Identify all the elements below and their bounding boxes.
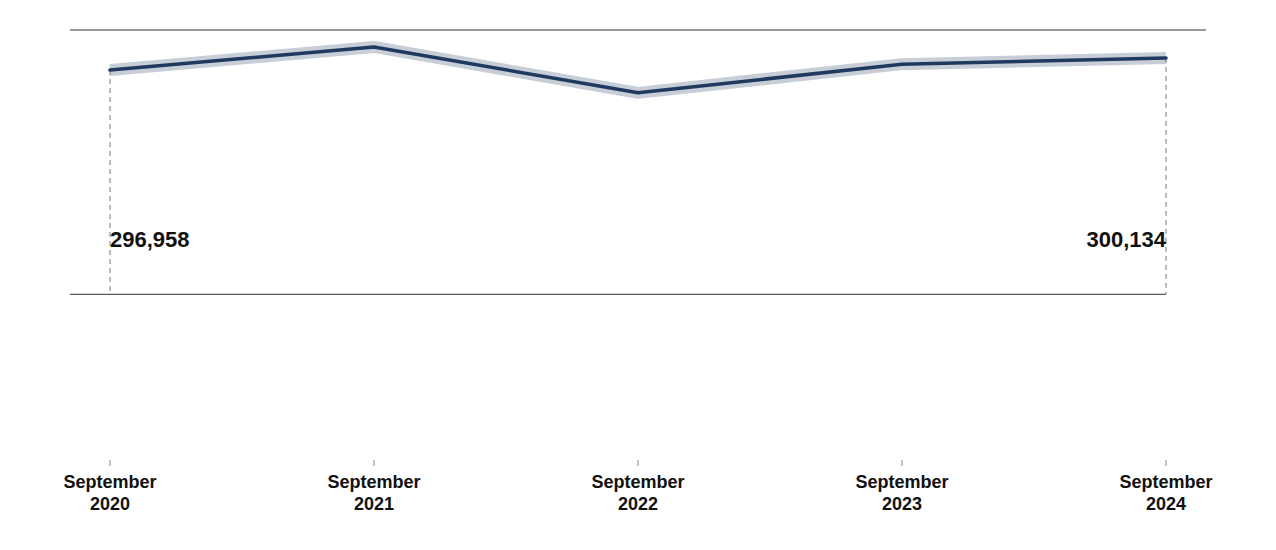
plot-area xyxy=(110,47,1166,294)
x-tick xyxy=(902,460,903,466)
x-tick xyxy=(1166,460,1167,466)
x-tick-label: September2022 xyxy=(591,472,684,514)
x-axis: September2020 September2021 September2022 S… xyxy=(63,460,1212,514)
x-tick xyxy=(638,460,639,466)
x-tick-label: September2023 xyxy=(855,472,948,514)
line-band xyxy=(110,47,1166,93)
bottom-border xyxy=(70,294,1166,295)
x-tick-label: September2024 xyxy=(1119,472,1212,514)
x-tick-label: September2021 xyxy=(327,472,420,514)
x-tick-label: September2020 xyxy=(63,472,156,514)
top-border xyxy=(70,30,1206,31)
x-tick xyxy=(110,460,111,466)
chart: 296,958 300,134 September2020 September2021… xyxy=(0,0,1276,550)
x-tick xyxy=(374,460,375,466)
annotation: 296,958 xyxy=(110,227,190,252)
annotation: 300,134 xyxy=(1086,227,1166,252)
guide-line xyxy=(1166,58,1167,294)
line xyxy=(110,47,1166,93)
guide-line xyxy=(110,70,111,294)
chart-container: 296,958 300,134 September2020 September2021… xyxy=(0,0,1276,550)
